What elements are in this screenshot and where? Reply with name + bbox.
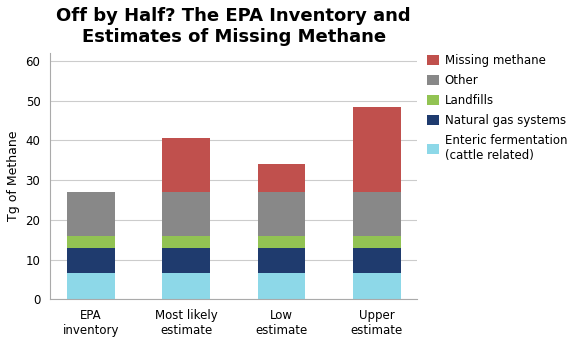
Bar [67,248,114,273]
Bar [162,273,210,299]
Bar [67,273,114,299]
Bar [258,192,305,236]
Bar [162,192,210,236]
Bar [162,138,210,192]
Title: Off by Half? The EPA Inventory and
Estimates of Missing Methane: Off by Half? The EPA Inventory and Estim… [56,7,411,46]
Y-axis label: Tg of Methane: Tg of Methane [7,131,20,221]
Bar [353,107,401,192]
Bar [258,273,305,299]
Bar [258,164,305,192]
Bar [353,236,401,248]
Bar [67,236,114,248]
Bar [162,236,210,248]
Bar [353,248,401,273]
Bar [258,248,305,273]
Bar [353,192,401,236]
Bar [162,248,210,273]
Bar [258,236,305,248]
Bar [353,273,401,299]
Bar [67,192,114,236]
Legend: Missing methane, Other, Landfills, Natural gas systems, Enteric fermentation
(ca: Missing methane, Other, Landfills, Natur… [427,54,568,162]
